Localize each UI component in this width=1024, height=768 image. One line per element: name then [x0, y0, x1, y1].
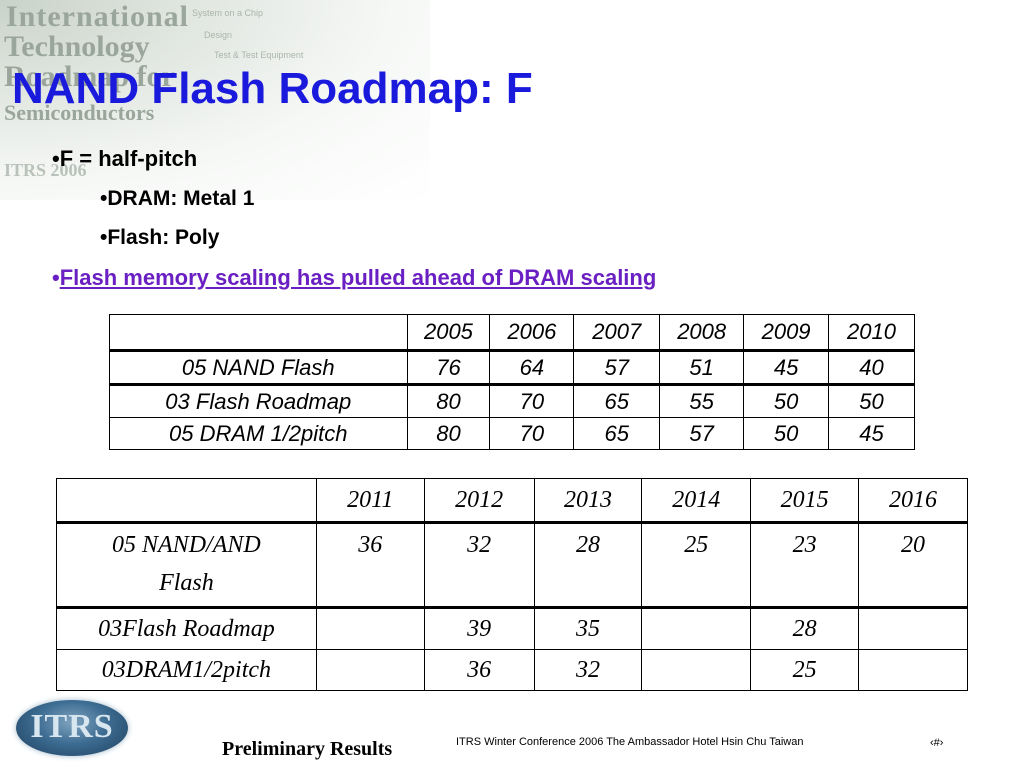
table-cell: 70: [489, 383, 575, 418]
table-header-cell: 2008: [659, 314, 745, 351]
bullet-text: DRAM: Metal 1: [107, 187, 255, 210]
table-header-cell: 2006: [489, 314, 575, 351]
table-header-row: 2005 2006 2007 2008 2009 2010: [109, 314, 915, 351]
table-row: 03Flash Roadmap 39 35 28: [56, 606, 968, 650]
watermark-line1: International: [6, 0, 190, 33]
watermark-line4: Semiconductors: [4, 100, 155, 125]
row-label-line1: 05 NAND/AND: [112, 532, 261, 558]
table-header-cell: 2011: [315, 478, 425, 523]
table-header-cell: 2013: [533, 478, 643, 523]
bullet-text: Flash: Poly: [107, 226, 220, 249]
table-row-label: 05 NAND Flash: [109, 349, 408, 385]
row-label-line2: Flash: [159, 570, 214, 596]
table-cell: 70: [489, 417, 575, 450]
page-number: ‹#›: [930, 737, 944, 749]
table-cell: 45: [743, 349, 830, 385]
watermark-line3: Roadmap for: [4, 60, 175, 93]
table-cell: 39: [423, 606, 535, 650]
table-cell: 57: [573, 349, 661, 385]
table-row-label: 03 Flash Roadmap: [109, 383, 408, 418]
bullet-dram: •DRAM: Metal 1: [100, 187, 254, 211]
table-cell: [109, 314, 408, 351]
table-cell: 36: [423, 649, 535, 691]
table-cell: 64: [489, 349, 575, 385]
table-cell: 35: [533, 606, 643, 650]
table-header-cell: 2005: [406, 314, 491, 351]
logo-text: ITRS: [30, 708, 114, 745]
header-background: [0, 0, 430, 200]
table-cell: [858, 649, 968, 691]
watermark-line2: Technology: [4, 30, 150, 63]
table-cell: 40: [828, 349, 915, 385]
table-cell: 45: [828, 417, 915, 450]
table-cell: [641, 606, 752, 650]
table-cell: 50: [828, 383, 915, 418]
table-cell: [858, 606, 968, 650]
bullet-dot: •: [52, 146, 60, 171]
table-row: 05 NAND Flash 76 64 57 51 45 40: [109, 349, 915, 385]
table-header-cell: 2016: [858, 478, 968, 523]
table-header-cell: 2015: [750, 478, 860, 523]
table-cell: 50: [743, 383, 830, 418]
bullet-scaling: •Flash memory scaling has pulled ahead o…: [52, 265, 656, 291]
table-cell: 28: [750, 606, 860, 650]
table-cell: 65: [573, 417, 661, 450]
roadmap-table-2011-2016: 2011 2012 2013 2014 2015 2016 05 NAND/AN…: [56, 478, 968, 691]
table-cell: [56, 478, 317, 523]
bullet-dot: •: [52, 265, 60, 290]
itrs-logo: ITRS: [16, 700, 128, 756]
table-cell: 23: [750, 521, 860, 608]
bullet-dot: •: [100, 187, 108, 210]
table-cell: 55: [659, 383, 745, 418]
table-cell: 25: [641, 521, 752, 608]
table-row: 03DRAM1/2pitch 36 32 25: [56, 649, 968, 691]
table-header-cell: 2012: [423, 478, 535, 523]
table-row-label: 05 NAND/AND Flash: [56, 521, 317, 608]
table-cell: 32: [533, 649, 643, 691]
watermark-small1: System on a Chip: [192, 8, 264, 18]
table-cell: 57: [659, 417, 745, 450]
table-cell: 65: [573, 383, 661, 418]
table-cell: 80: [406, 383, 491, 418]
table-row-label: 05 DRAM 1/2pitch: [109, 417, 408, 450]
table-row: 05 DRAM 1/2pitch 80 70 65 57 50 45: [109, 417, 915, 450]
table-row: 05 NAND/AND Flash 36 32 28 25 23 20: [56, 521, 968, 608]
table-cell: [315, 649, 425, 691]
table-cell: [641, 649, 752, 691]
table-header-cell: 2007: [573, 314, 661, 351]
table-header-row: 2011 2012 2013 2014 2015 2016: [56, 478, 968, 523]
table-cell: 80: [406, 417, 491, 450]
roadmap-table-2005-2010: 2005 2006 2007 2008 2009 2010 05 NAND Fl…: [109, 314, 915, 450]
bullet-flash: •Flash: Poly: [100, 226, 219, 250]
bullet-text: F = half-pitch: [59, 146, 198, 171]
table-cell: 25: [750, 649, 860, 691]
table-row-label: 03DRAM1/2pitch: [56, 649, 317, 691]
watermark-small2: Design: [204, 30, 233, 40]
bullet-text-link[interactable]: Flash memory scaling has pulled ahead of…: [59, 265, 657, 290]
table-header-cell: 2010: [828, 314, 915, 351]
table-cell: 32: [423, 521, 535, 608]
table-header-cell: 2009: [743, 314, 830, 351]
watermark-small3: Test & Test Equipment: [214, 50, 304, 60]
footer-text: ITRS Winter Conference 2006 The Ambassad…: [456, 736, 804, 748]
table-cell: 28: [533, 521, 643, 608]
slide-title: NAND Flash Roadmap: F: [12, 64, 533, 113]
table-row-label: 03Flash Roadmap: [56, 606, 317, 650]
bullet-dot: •: [100, 226, 108, 249]
table-header-cell: 2014: [641, 478, 752, 523]
table-cell: 20: [858, 521, 968, 608]
table-cell: 51: [659, 349, 745, 385]
preliminary-label: Preliminary Results: [222, 738, 393, 760]
bullet-half-pitch: •F = half-pitch: [52, 146, 197, 172]
watermark-line5: ITRS 2006: [4, 160, 87, 180]
table-cell: 36: [315, 521, 425, 608]
table-row: 03 Flash Roadmap 80 70 65 55 50 50: [109, 383, 915, 418]
table-cell: [315, 606, 425, 650]
table-cell: 76: [406, 349, 491, 385]
table-cell: 50: [743, 417, 830, 450]
